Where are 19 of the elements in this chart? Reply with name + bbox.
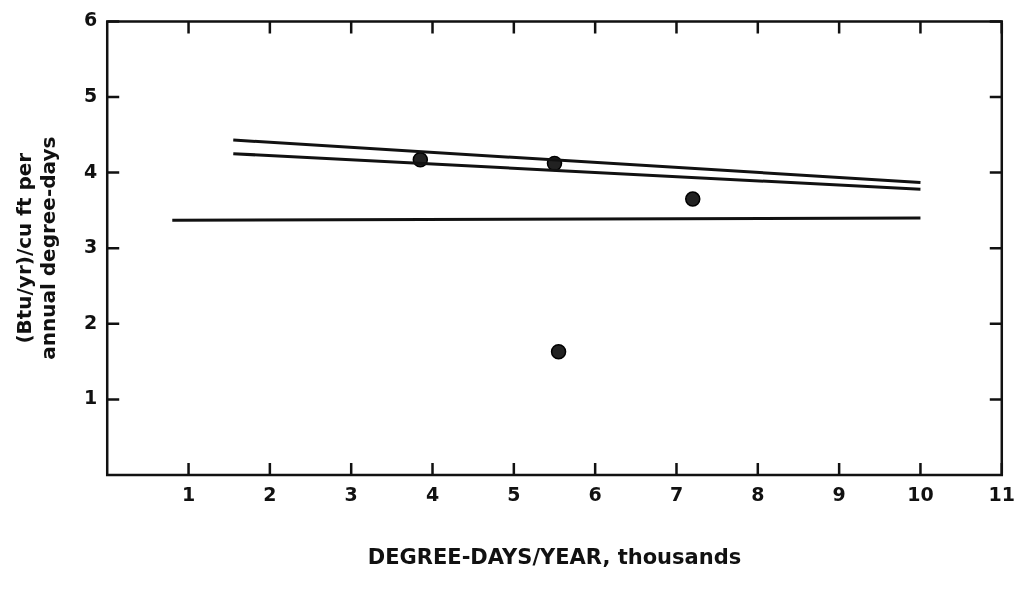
x-tick-label: 8 [751,483,765,506]
x-tick-label: 3 [344,483,358,506]
x-tick-label: 2 [263,483,277,506]
y-tick-label: 1 [83,386,98,409]
x-tick-label: 6 [588,483,602,506]
y-tick-label: 6 [83,8,98,31]
y-axis-title: (Btu/yr)/cu ft per annual degree-days [12,136,61,360]
x-tick-label: 7 [669,483,684,506]
x-tick-label: 11 [988,483,1016,506]
y-tick-label: 4 [83,159,98,182]
x-tick-label: 1 [181,483,196,506]
x-axis-title: DEGREE-DAYS/YEAR, thousands [367,544,742,569]
x-tick-label: 5 [507,483,521,506]
y-tick-label: 5 [83,83,98,106]
y-tick-label: 2 [83,310,98,333]
x-tick-label: 9 [832,483,846,506]
y-tick-label: 3 [83,235,98,258]
x-tick-label: 10 [907,483,934,506]
x-tick-label: 4 [425,483,440,506]
